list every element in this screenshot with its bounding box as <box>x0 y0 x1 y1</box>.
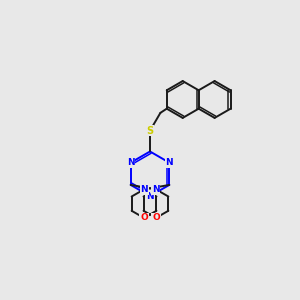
Text: N: N <box>146 192 154 201</box>
Text: N: N <box>140 185 148 194</box>
Text: N: N <box>127 158 134 167</box>
Text: O: O <box>140 213 148 222</box>
Text: N: N <box>152 185 160 194</box>
Text: N: N <box>166 158 173 167</box>
Text: S: S <box>146 126 154 136</box>
Text: O: O <box>152 213 160 222</box>
